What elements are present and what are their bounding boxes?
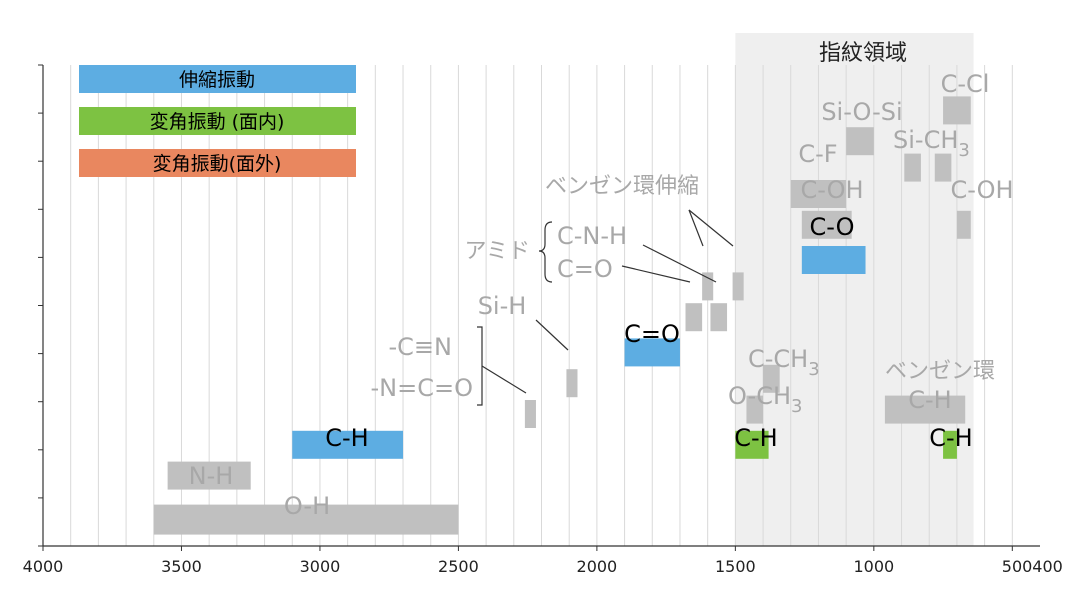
band-benz1 bbox=[702, 272, 714, 301]
band-co-single bbox=[801, 246, 866, 274]
legend-swatch bbox=[79, 65, 356, 93]
band-amide-co bbox=[685, 303, 703, 332]
band-benz2 bbox=[732, 272, 744, 301]
band-cch3 bbox=[763, 364, 780, 393]
band-siosi bbox=[846, 127, 874, 156]
label-amide: アミド bbox=[464, 239, 530, 264]
legend-label: 変角振動(面外) bbox=[153, 153, 282, 175]
band-cn-triple bbox=[524, 400, 536, 428]
cn-nco-bracket bbox=[477, 326, 483, 406]
band-ch-bend2 bbox=[943, 430, 957, 459]
x-tick-label: 1000 bbox=[853, 557, 894, 576]
nco-leader bbox=[481, 365, 527, 394]
label-ch-bend1: C-H bbox=[734, 424, 777, 452]
legend-label: 変角振動 (面内) bbox=[150, 111, 285, 133]
x-tick-label: 500400 bbox=[1002, 557, 1063, 576]
fingerprint-region-label: 指紋領域 bbox=[819, 41, 907, 66]
band-ch-stretch bbox=[292, 430, 404, 459]
benz-leader-1 bbox=[688, 209, 704, 247]
label-ccl: C-Cl bbox=[941, 70, 990, 98]
label-ch-bend2: C-H bbox=[929, 424, 972, 452]
band-sich3a bbox=[904, 153, 921, 182]
annotation-connectors bbox=[477, 209, 734, 406]
x-tick-label: 1500 bbox=[715, 557, 756, 576]
label-nco: -N=C=O bbox=[371, 374, 473, 402]
amide-bracket bbox=[538, 221, 553, 283]
label-benzene-ring: ベンゼン環 bbox=[885, 359, 995, 384]
label-cf: C-F bbox=[798, 140, 837, 168]
label-co-double: C=O bbox=[624, 320, 680, 348]
label-och3: O-CH3 bbox=[728, 382, 802, 417]
label-amide-cnh: C-N-H bbox=[557, 222, 627, 250]
band-och3 bbox=[746, 395, 764, 424]
band-co-stretch bbox=[624, 338, 680, 367]
amide-cnh-leader bbox=[642, 244, 717, 283]
band-ch-bend1 bbox=[735, 430, 769, 459]
band-sich3b bbox=[934, 153, 952, 182]
x-tick-label: 2500 bbox=[438, 557, 479, 576]
bands bbox=[153, 96, 971, 535]
band-ccl bbox=[943, 96, 971, 125]
label-sih: Si-H bbox=[478, 292, 527, 320]
x-tick-label: 3500 bbox=[161, 557, 202, 576]
legend-swatch bbox=[79, 149, 356, 177]
band-coh1 bbox=[801, 210, 852, 239]
label-ch-stretch: C-H bbox=[325, 424, 368, 452]
label-amide-co: C=O bbox=[557, 255, 613, 283]
x-tick-label: 2000 bbox=[577, 557, 618, 576]
amide-co-leader bbox=[621, 265, 691, 283]
label-sich3: Si-CH3 bbox=[893, 126, 970, 161]
label-cn: -C≡N bbox=[389, 333, 452, 361]
label-co-single: C-O bbox=[810, 213, 855, 241]
label-oh: O-H bbox=[284, 492, 330, 520]
band-cf bbox=[790, 180, 847, 208]
fingerprint-region bbox=[735, 33, 974, 546]
band-nco bbox=[566, 369, 578, 398]
benz-leader-2 bbox=[688, 209, 734, 247]
label-benzene-stretch: ベンゼン環伸縮 bbox=[545, 174, 699, 199]
band-amide-cnh bbox=[710, 303, 728, 332]
band-oh-broad bbox=[153, 504, 459, 535]
label-siosi: Si-O-Si bbox=[821, 98, 902, 126]
label-cch3: C-CH3 bbox=[748, 345, 820, 380]
gridlines bbox=[70, 65, 1013, 546]
x-tick-label: 4000 bbox=[23, 557, 64, 576]
band-nh bbox=[167, 461, 251, 490]
legend-label: 伸縮振動 bbox=[179, 69, 255, 91]
label-nh: N-H bbox=[189, 462, 234, 490]
legend-swatch bbox=[79, 107, 356, 135]
sih-leader bbox=[535, 319, 569, 351]
band-coh2 bbox=[956, 210, 971, 239]
x-tick-label: 3000 bbox=[300, 557, 341, 576]
label-coh1: C-OH bbox=[800, 176, 863, 204]
label-coh2: C-OH bbox=[950, 176, 1013, 204]
label-benzene-ch: C-H bbox=[908, 386, 951, 414]
axes: 4000 3500 3000 2500 2000 1500 1000 500400 bbox=[23, 64, 1063, 576]
band-benzring bbox=[884, 395, 966, 424]
